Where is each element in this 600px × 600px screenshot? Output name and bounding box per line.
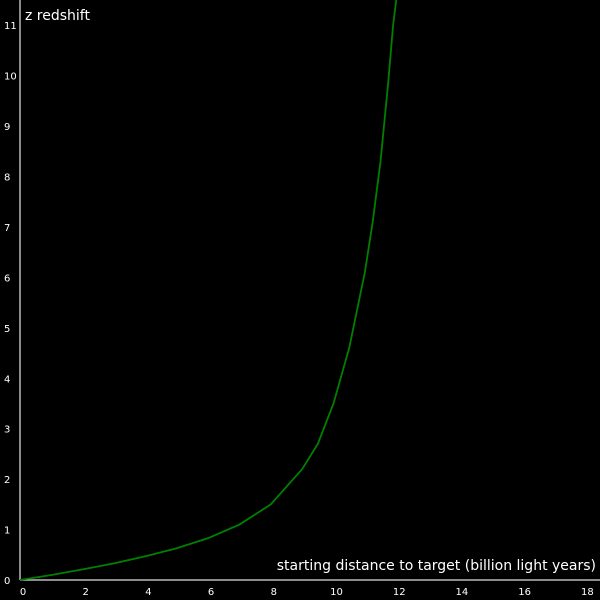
y-tick-labels: 0 1 2 3 4 5 6 7 8 9 10 11 bbox=[4, 21, 17, 587]
x-tick-label: 2 bbox=[83, 587, 89, 598]
x-axis-label: starting distance to target (billion lig… bbox=[277, 558, 596, 574]
x-tick-label: 0 bbox=[20, 587, 26, 598]
x-tick-label: 10 bbox=[330, 587, 343, 598]
y-tick-label: 6 bbox=[4, 273, 10, 284]
x-tick-label: 8 bbox=[271, 587, 277, 598]
y-tick-label: 2 bbox=[4, 475, 10, 486]
y-tick-label: 10 bbox=[4, 72, 17, 83]
x-tick-label: 4 bbox=[145, 587, 151, 598]
y-tick-label: 4 bbox=[4, 374, 10, 385]
x-tick-label: 6 bbox=[208, 587, 214, 598]
y-tick-label: 5 bbox=[4, 324, 10, 335]
x-tick-label: 18 bbox=[581, 587, 594, 598]
x-tick-label: 16 bbox=[518, 587, 531, 598]
y-tick-label: 9 bbox=[4, 122, 10, 133]
y-tick-label: 7 bbox=[4, 223, 10, 234]
x-tick-label: 14 bbox=[456, 587, 469, 598]
y-tick-label: 1 bbox=[4, 526, 10, 537]
y-tick-label: 8 bbox=[4, 173, 10, 184]
y-axis-label: z redshift bbox=[25, 8, 90, 24]
y-tick-label: 0 bbox=[4, 576, 10, 587]
x-tick-label: 12 bbox=[393, 587, 406, 598]
y-tick-label: 11 bbox=[4, 21, 17, 32]
series-line bbox=[19, 0, 398, 581]
y-tick-label: 3 bbox=[4, 425, 10, 436]
x-tick-labels: 0 2 4 6 8 10 12 14 16 18 bbox=[20, 587, 594, 598]
